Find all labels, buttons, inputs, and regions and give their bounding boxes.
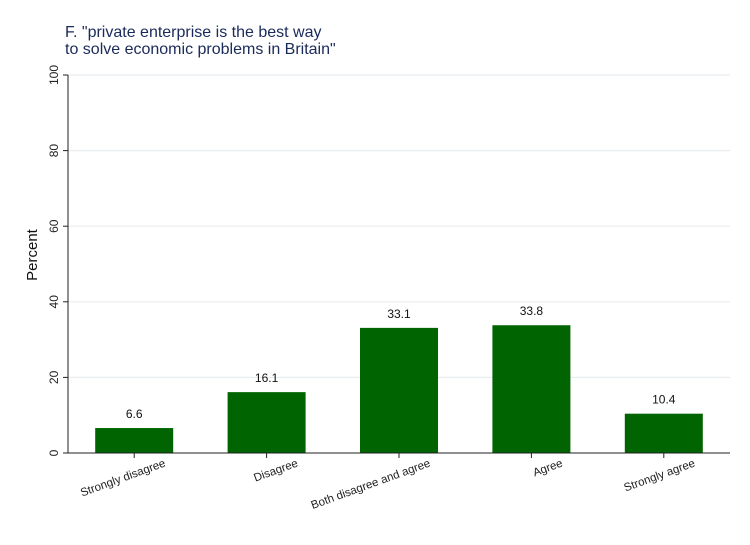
chart-title-line-1: F. "private enterprise is the best way	[65, 24, 321, 41]
y-tick-label: 20	[47, 370, 61, 384]
gridlines	[68, 74, 730, 378]
x-tick-label: Both disagree and agree	[310, 458, 432, 512]
y-tick-label: 0	[47, 449, 61, 456]
bar	[360, 327, 438, 453]
bar	[227, 392, 306, 453]
x-tick-label: Strongly disagree	[79, 458, 167, 500]
data-label: 33.1	[387, 307, 411, 321]
y-axis: 0 20 40 60 80 100	[47, 65, 69, 456]
bar	[624, 413, 703, 453]
x-tick-label: Agree	[531, 458, 564, 480]
bar	[95, 428, 174, 453]
data-label: 33.8	[520, 304, 544, 318]
y-axis-label: Percent	[24, 228, 41, 281]
y-tick-label: 80	[47, 144, 61, 158]
data-label: 10.4	[652, 393, 676, 407]
y-tick-label: 60	[47, 219, 61, 233]
bars	[95, 325, 703, 453]
data-label: 16.1	[255, 371, 279, 385]
x-axis: Strongly disagree Disagree Both disagree a…	[68, 452, 730, 512]
data-label: 6.6	[126, 407, 143, 421]
data-labels: 6.6 16.1 33.1 33.8 10.4	[126, 304, 676, 421]
bar	[492, 325, 571, 453]
y-tick-label: 100	[47, 65, 61, 85]
chart-title-line-2: to solve economic problems in Britain"	[65, 41, 336, 58]
y-tick-label: 40	[47, 295, 61, 309]
x-tick-label: Strongly agree	[622, 458, 696, 495]
x-tick-label: Disagree	[252, 458, 299, 485]
